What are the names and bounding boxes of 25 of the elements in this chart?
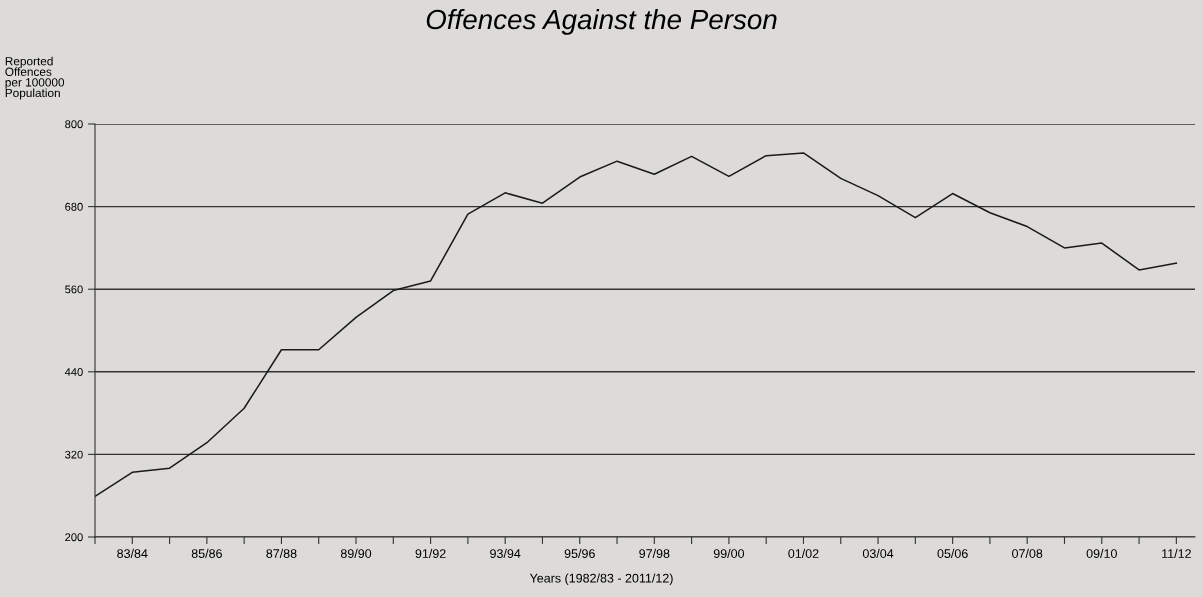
y-tick-label: 440 — [64, 368, 83, 376]
y-tick-label: 200 — [65, 533, 83, 542]
y-tick-label: 680 — [65, 202, 83, 211]
x-tick-label: 01/02 — [788, 548, 819, 558]
x-tick-label: 91/92 — [415, 548, 446, 558]
x-tick-label: 97/98 — [639, 548, 670, 558]
y-tick-label: 560 — [65, 285, 83, 294]
x-tick-label: 85/86 — [191, 548, 222, 558]
y-tick-label: 320 — [65, 450, 83, 459]
x-tick-label: 99/00 — [713, 548, 745, 558]
x-tick-label: 07/08 — [1012, 548, 1043, 558]
x-tick-label: 95/96 — [564, 548, 595, 558]
x-tick-label: 83/84 — [117, 548, 148, 558]
x-tick-label: 87/88 — [266, 548, 297, 558]
y-axis-title: Reported Offences per 100000 Population — [5, 56, 65, 100]
x-tick-label: 03/04 — [862, 548, 894, 558]
x-tick-label: 05/06 — [937, 548, 968, 558]
x-tick-label: 11/12 — [1162, 548, 1191, 558]
line-series — [95, 152, 1178, 498]
y-tick-label: 800 — [65, 120, 83, 129]
x-tick-label: 93/94 — [490, 548, 521, 558]
x-axis-title: Years (1982/83 - 2011/12) — [529, 573, 673, 586]
x-tick-label: 09/10 — [1086, 548, 1117, 558]
chart-title: Offences Against the Person — [426, 8, 777, 35]
x-tick-label: 89/90 — [340, 548, 372, 558]
